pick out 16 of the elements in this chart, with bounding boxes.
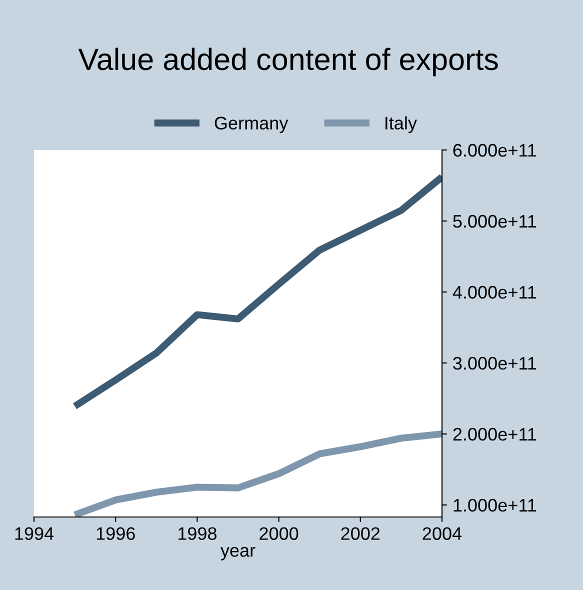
x-tick-label: 1996	[96, 527, 135, 540]
x-tick-label: 1998	[178, 527, 216, 540]
legend-label: Italy	[386, 116, 417, 134]
x-tick-label: 2002	[341, 527, 380, 540]
legend-label: Germany	[214, 116, 288, 134]
x-tick-label: 2000	[260, 527, 298, 540]
y-tick-label: 4.000e+11	[452, 286, 536, 299]
chart-title: Value added content of exports	[78, 48, 498, 76]
x-tick-label: 1994	[15, 527, 54, 540]
y-tick-label: 1.000e+11	[454, 498, 536, 512]
x-axis-title: year	[220, 546, 256, 560]
y-tick-label: 5.000e+11	[453, 214, 536, 228]
y-tick-label: 6.000e+11	[453, 144, 536, 157]
x-tick-label: 2004	[422, 527, 462, 540]
y-tick-label: 2.000e+11	[453, 428, 536, 441]
y-tick-label: 3.000e+11	[453, 356, 536, 370]
